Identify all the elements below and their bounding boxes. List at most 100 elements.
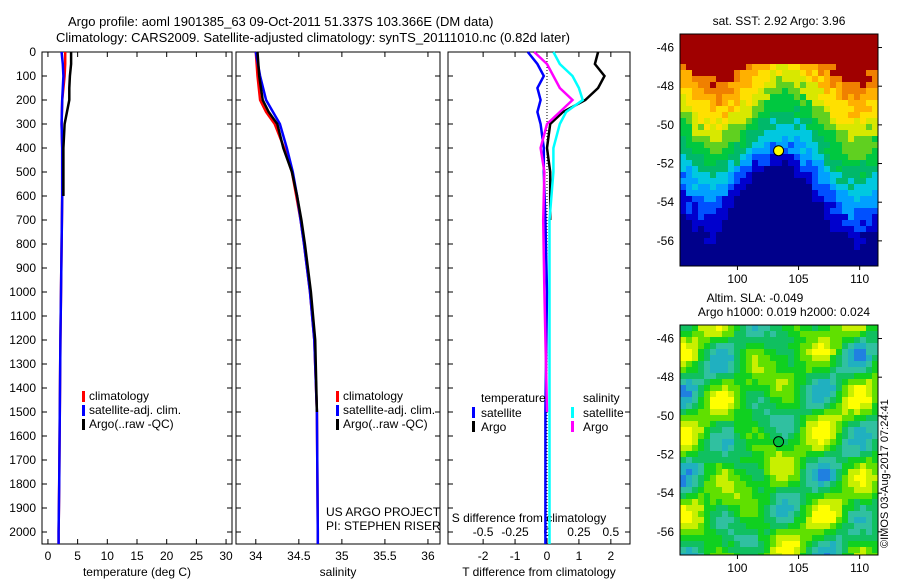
map-cell — [782, 226, 788, 232]
map-cell — [842, 385, 848, 391]
map-cell — [728, 100, 734, 106]
map-cell — [848, 178, 854, 184]
map-cell — [842, 325, 848, 331]
map-cell — [848, 523, 854, 529]
map-cell — [812, 52, 818, 58]
map-cell — [788, 493, 794, 499]
map-cell — [740, 553, 746, 555]
map-cell — [764, 64, 770, 70]
map-cell — [710, 463, 716, 469]
map-cell — [812, 244, 818, 250]
map-cell — [788, 112, 794, 118]
map-cell — [722, 106, 728, 112]
map-cell — [728, 379, 734, 385]
map-cell — [704, 523, 710, 529]
map-cell — [818, 421, 824, 427]
map-cell — [836, 535, 842, 541]
map-cell — [734, 337, 740, 343]
map-cell — [686, 196, 692, 202]
map-cell — [752, 529, 758, 535]
map-cell — [866, 379, 872, 385]
map-cell — [758, 46, 764, 52]
map-cell — [782, 40, 788, 46]
map-cell — [830, 349, 836, 355]
map-cell — [734, 367, 740, 373]
map-cell — [740, 130, 746, 136]
map-cell — [722, 361, 728, 367]
map-cell — [866, 76, 872, 82]
map-cell — [800, 124, 806, 130]
map-cell — [710, 529, 716, 535]
map-cell — [722, 34, 728, 40]
map-cell — [680, 172, 686, 178]
map-cell — [746, 529, 752, 535]
map-cell — [818, 256, 824, 262]
map-cell — [764, 118, 770, 124]
map-cell — [740, 46, 746, 52]
map-cell — [776, 178, 782, 184]
map-cell — [722, 493, 728, 499]
map-cell — [716, 523, 722, 529]
map-cell — [770, 385, 776, 391]
map-cell — [824, 379, 830, 385]
map-cell — [764, 124, 770, 130]
map-cell — [824, 469, 830, 475]
map-cell — [770, 202, 776, 208]
map-cell — [698, 421, 704, 427]
map-cell — [800, 46, 806, 52]
map-cell — [866, 136, 872, 142]
map-cell — [770, 154, 776, 160]
map-cell — [704, 82, 710, 88]
map-cell — [764, 391, 770, 397]
map-cell — [704, 148, 710, 154]
map-cell — [740, 88, 746, 94]
map-cell — [692, 82, 698, 88]
map-cell — [680, 337, 686, 343]
map-cell — [794, 190, 800, 196]
map-cell — [806, 385, 812, 391]
map-cell — [782, 535, 788, 541]
map-cell — [728, 256, 734, 262]
map-cell — [734, 415, 740, 421]
map-cell — [680, 34, 686, 40]
map-cell — [830, 463, 836, 469]
map-cell — [818, 250, 824, 256]
map-cell — [830, 385, 836, 391]
map-cell — [716, 355, 722, 361]
map-cell — [800, 391, 806, 397]
map-cell — [740, 373, 746, 379]
map-cell — [728, 505, 734, 511]
map-cell — [830, 226, 836, 232]
map-cell — [728, 52, 734, 58]
map-cell — [740, 445, 746, 451]
map-cell — [782, 475, 788, 481]
map-cell — [686, 331, 692, 337]
map-cell — [734, 262, 740, 266]
map-cell — [770, 112, 776, 118]
map-cell — [800, 397, 806, 403]
map-cell — [830, 409, 836, 415]
map-cell — [836, 343, 842, 349]
map-cell — [698, 148, 704, 154]
map-cell — [758, 142, 764, 148]
map-cell — [800, 337, 806, 343]
map-cell — [746, 439, 752, 445]
map-cell — [818, 196, 824, 202]
map-cell — [794, 511, 800, 517]
map-cell — [794, 403, 800, 409]
map-cell — [770, 457, 776, 463]
map-cell — [800, 535, 806, 541]
map-cell — [770, 88, 776, 94]
map-cell — [710, 130, 716, 136]
map-cell — [830, 529, 836, 535]
map-cell — [692, 136, 698, 142]
map-cell — [800, 529, 806, 535]
map-cell — [722, 196, 728, 202]
map-cell — [692, 535, 698, 541]
map-cell — [704, 130, 710, 136]
map-cell — [860, 331, 866, 337]
map-cell — [824, 529, 830, 535]
map-cell — [794, 232, 800, 238]
map-cell — [680, 166, 686, 172]
map-cell — [788, 172, 794, 178]
